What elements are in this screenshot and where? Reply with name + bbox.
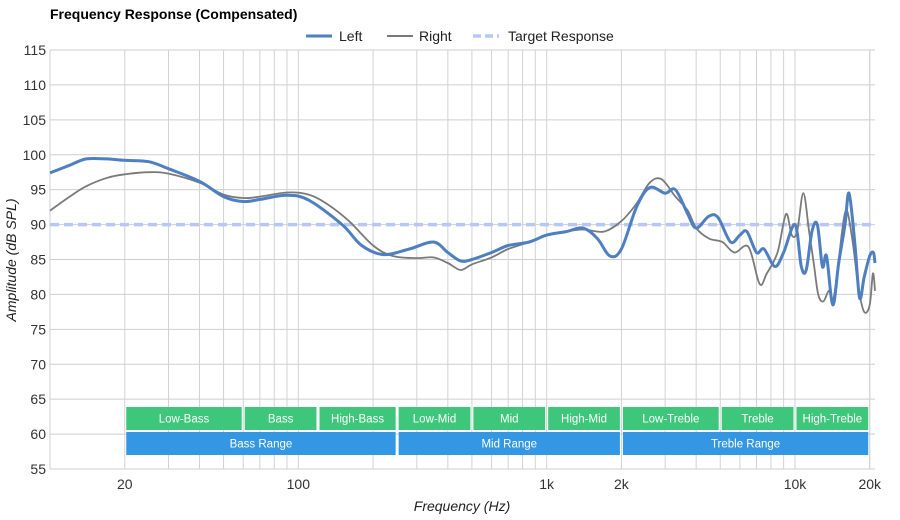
range-band-label: Low-Mid bbox=[413, 414, 456, 426]
series-layer bbox=[49, 156, 877, 314]
legend-label: Left bbox=[339, 28, 362, 44]
y-axis-label: Amplitude (dB SPL) bbox=[3, 199, 19, 323]
x-tick-label: 100 bbox=[287, 476, 311, 492]
range-band-rect bbox=[244, 407, 317, 430]
legend-label: Target Response bbox=[508, 28, 614, 44]
y-tick-label: 90 bbox=[30, 217, 46, 233]
y-tick-label: 110 bbox=[24, 77, 47, 93]
range-band: Mid Range bbox=[398, 432, 620, 455]
range-band-rect bbox=[126, 407, 242, 430]
x-tick-label: 10k bbox=[784, 476, 808, 492]
range-band-label: Bass bbox=[268, 414, 294, 426]
y-tick-label: 65 bbox=[30, 391, 46, 407]
y-tick-label: 60 bbox=[30, 426, 46, 442]
range-band-rect bbox=[398, 407, 471, 430]
range-band-rect bbox=[622, 407, 719, 430]
range-band: Bass bbox=[244, 407, 317, 430]
range-band: Low-Bass bbox=[126, 407, 242, 430]
range-band-label: Treble bbox=[742, 414, 774, 426]
range-band-label: Treble Range bbox=[711, 439, 780, 451]
range-bands: Low-Bass Bass High-Bass Low-Mid Mid High-Mid L… bbox=[126, 407, 869, 455]
range-band-label: Low-Bass bbox=[159, 414, 210, 426]
legend-item: Target Response bbox=[473, 28, 614, 44]
range-band: High-Treble bbox=[796, 407, 869, 430]
y-tick-label: 115 bbox=[24, 42, 47, 58]
range-band: High-Mid bbox=[548, 407, 620, 430]
y-tick-label: 70 bbox=[30, 356, 46, 372]
legend-item: Left bbox=[306, 28, 362, 44]
x-tick-label: 1k bbox=[539, 476, 555, 492]
range-band: Low-Treble bbox=[622, 407, 719, 430]
range-band: Bass Range bbox=[126, 432, 396, 455]
range-band-label: Low-Treble bbox=[642, 414, 699, 426]
range-band: Treble Range bbox=[622, 432, 869, 455]
y-tick-label: 80 bbox=[30, 286, 46, 302]
y-tick-label: 100 bbox=[23, 147, 47, 163]
range-band-rect bbox=[548, 407, 620, 430]
x-tick-label: 2k bbox=[614, 476, 630, 492]
range-band-label: Bass Range bbox=[230, 439, 293, 451]
range-band-label: Mid bbox=[500, 414, 519, 426]
series-line-left bbox=[49, 156, 877, 307]
range-band-rect bbox=[319, 407, 396, 430]
x-tick-label: 20 bbox=[117, 476, 133, 492]
range-band-label: Mid Range bbox=[481, 439, 537, 451]
x-tick-label: 20k bbox=[858, 476, 882, 492]
y-tick-label: 75 bbox=[30, 321, 46, 337]
legend: Left Right Target Response bbox=[306, 28, 614, 44]
y-tick-label: 95 bbox=[30, 182, 46, 198]
range-band-rect bbox=[126, 432, 396, 455]
range-band-rect bbox=[473, 407, 546, 430]
y-axis-ticks: 55 60 65 70 75 80 85 90 95 100 105 110 115 bbox=[23, 42, 47, 477]
chart-title: Frequency Response (Compensated) bbox=[50, 6, 297, 22]
range-band-rect bbox=[721, 407, 794, 430]
grid bbox=[49, 49, 875, 470]
y-tick-label: 55 bbox=[30, 461, 46, 477]
range-band-rect bbox=[622, 432, 869, 455]
range-band-label: High-Bass bbox=[331, 414, 384, 426]
range-band-label: High-Mid bbox=[561, 414, 607, 426]
x-axis-label: Frequency (Hz) bbox=[414, 498, 510, 514]
range-band-label: High-Treble bbox=[803, 414, 863, 426]
range-band-rect bbox=[796, 407, 869, 430]
range-band: Mid bbox=[473, 407, 546, 430]
x-axis-ticks: 20 100 1k 2k 10k 20k bbox=[117, 476, 882, 492]
legend-label: Right bbox=[419, 28, 452, 44]
range-band: Treble bbox=[721, 407, 794, 430]
y-tick-label: 105 bbox=[23, 112, 47, 128]
range-band-rect bbox=[398, 432, 620, 455]
legend-item: Right bbox=[387, 28, 452, 44]
range-band: High-Bass bbox=[319, 407, 396, 430]
range-band: Low-Mid bbox=[398, 407, 471, 430]
y-tick-label: 85 bbox=[30, 252, 46, 268]
